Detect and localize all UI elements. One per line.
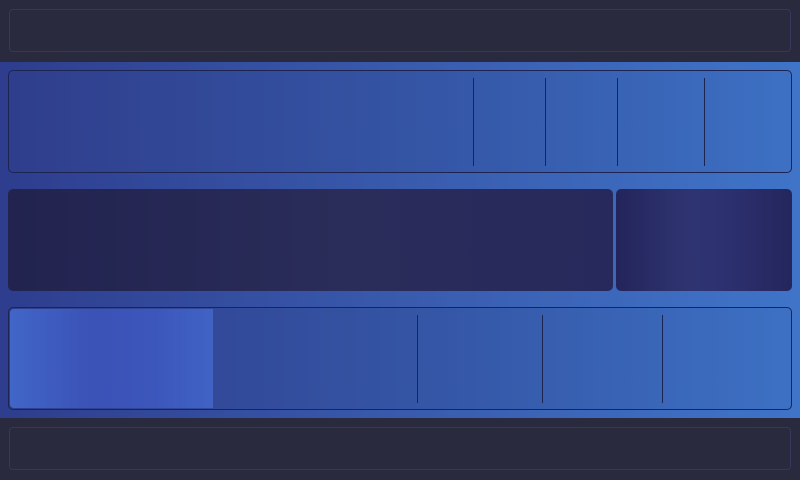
- row-1-divider: [545, 78, 546, 166]
- top-bar: [0, 0, 800, 62]
- row-1-divider: [704, 78, 705, 166]
- row-3-divider: [542, 315, 543, 403]
- row-3-divider: [417, 315, 418, 403]
- row-2-main-panel[interactable]: [8, 189, 613, 291]
- row-3-selected-cell[interactable]: [10, 309, 213, 408]
- top-bar-field[interactable]: [9, 9, 791, 52]
- row-2-side-panel[interactable]: [616, 189, 792, 291]
- row-3-panel: [8, 307, 792, 410]
- row-3-divider: [662, 315, 663, 403]
- row-1-panel: [8, 70, 792, 173]
- row-1-divider: [617, 78, 618, 166]
- bottom-bar: [0, 418, 800, 480]
- row-1-divider: [473, 78, 474, 166]
- bottom-bar-field[interactable]: [9, 427, 791, 470]
